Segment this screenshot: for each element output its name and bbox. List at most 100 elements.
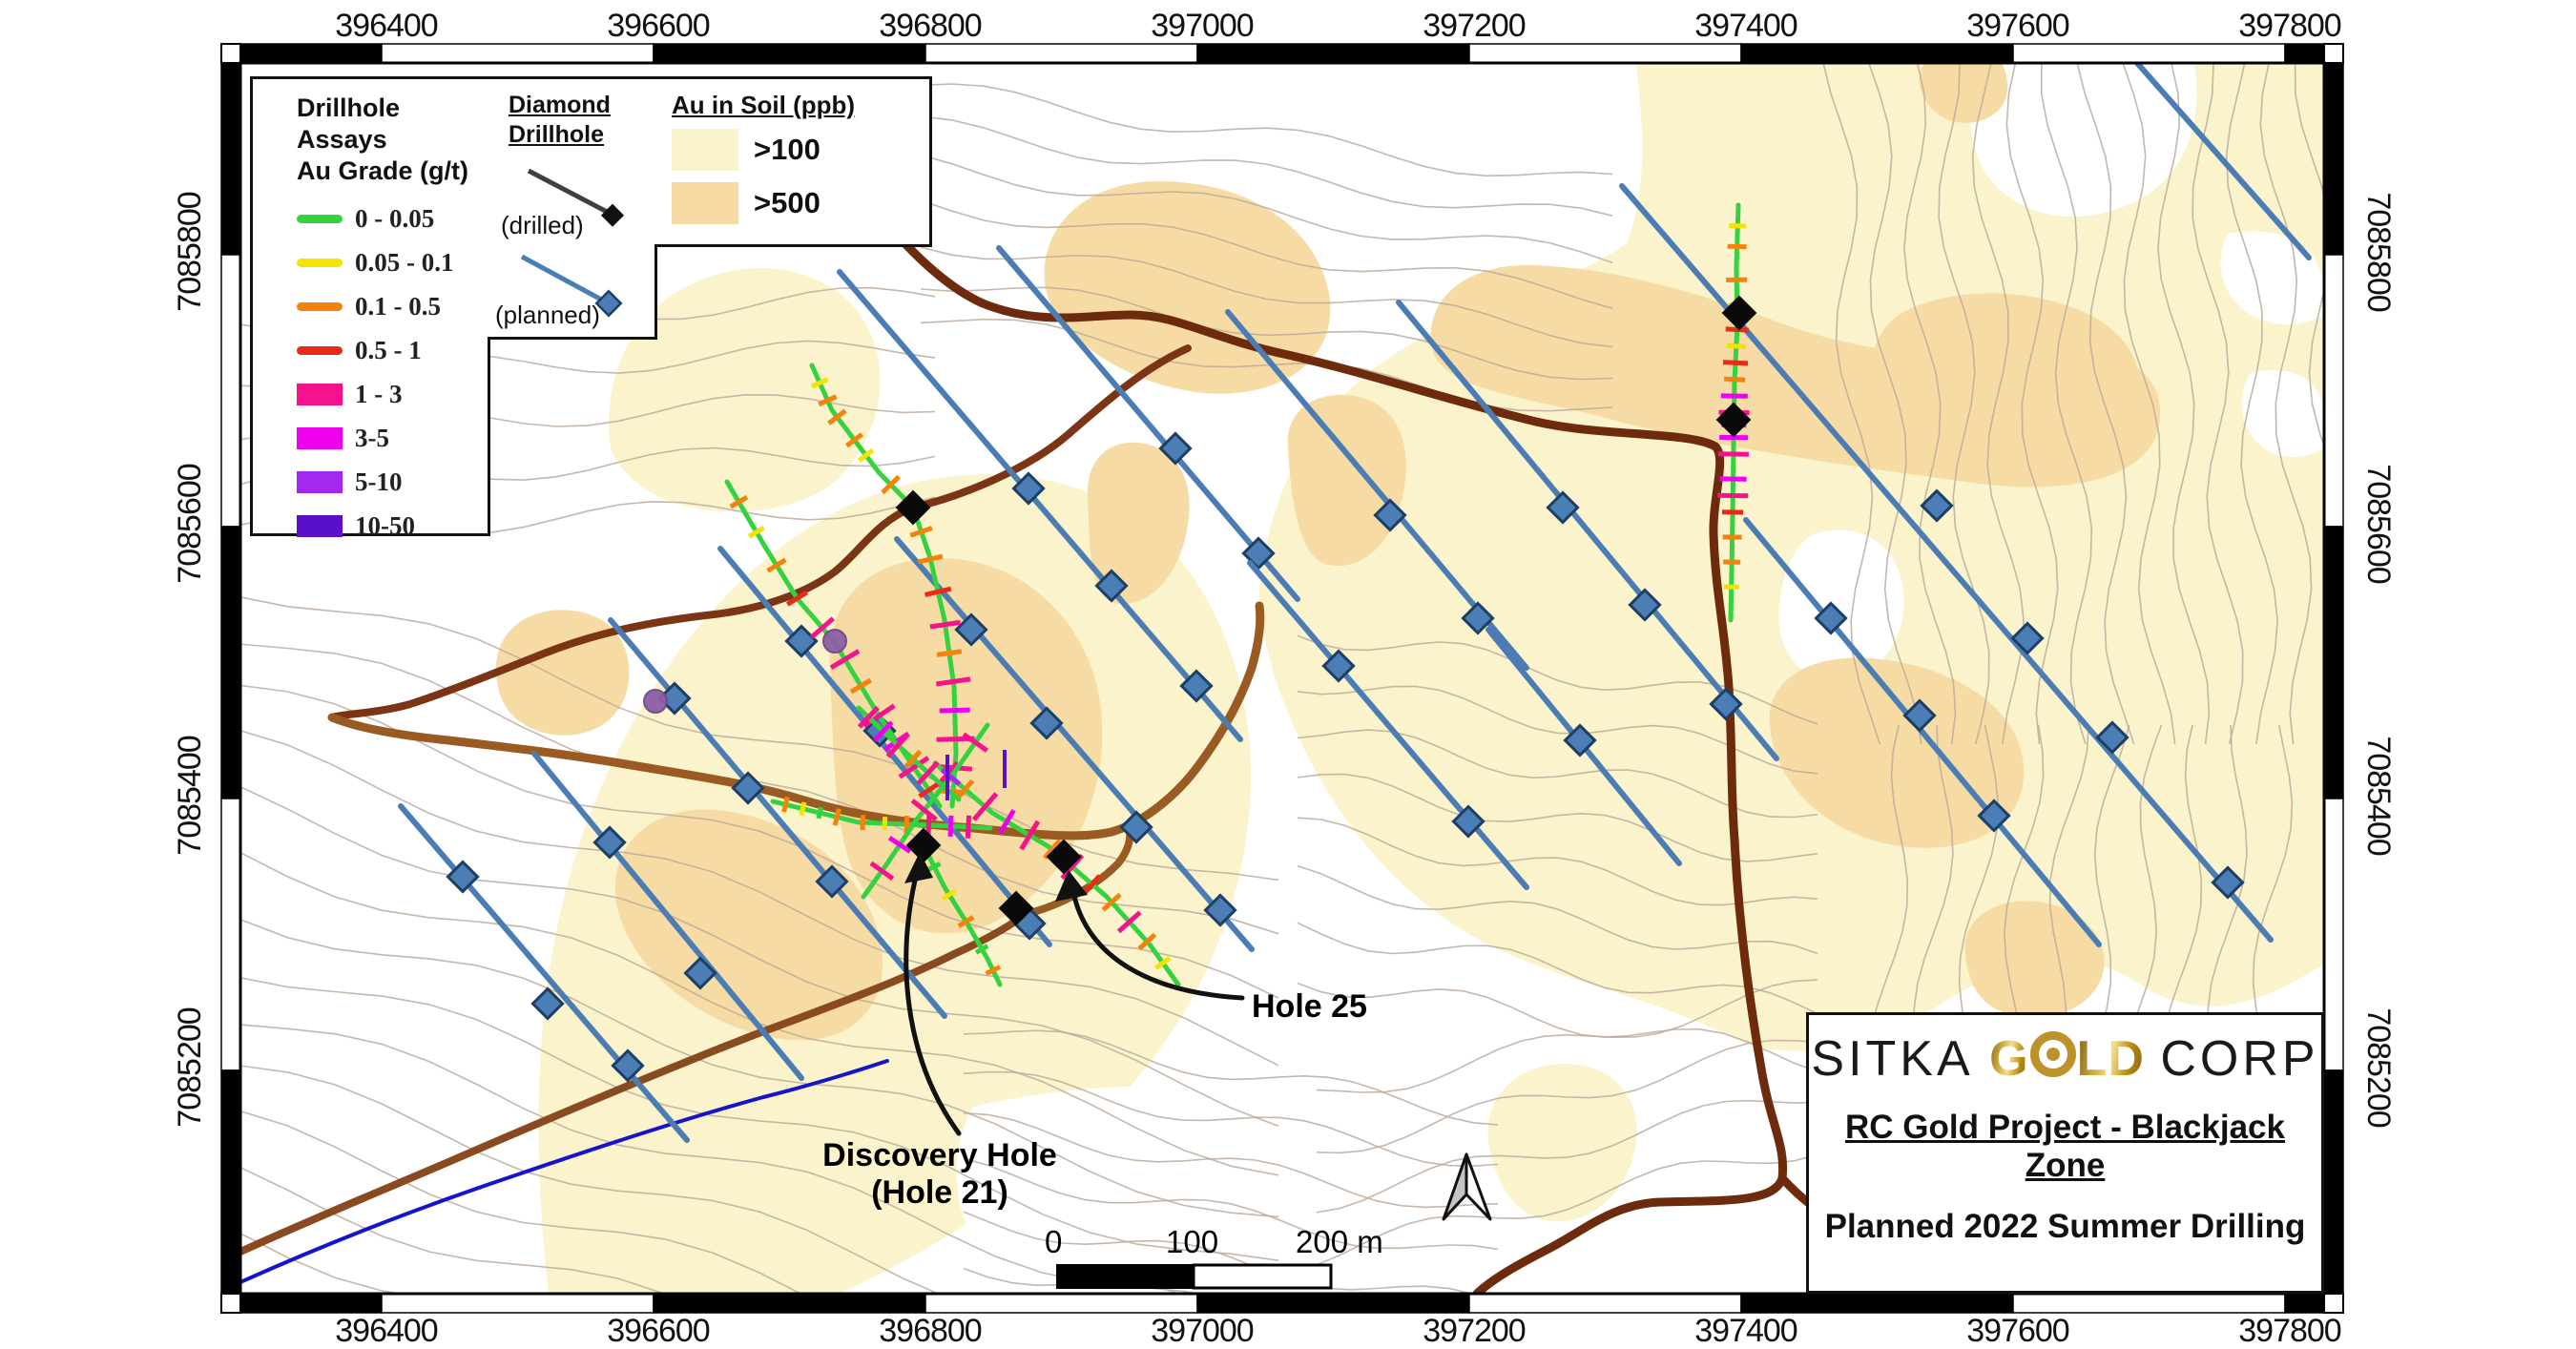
planned-collar-diamond xyxy=(731,771,765,805)
border-top-segment xyxy=(653,43,926,64)
assay-interval-tick xyxy=(926,861,942,872)
contour-line xyxy=(1903,63,1957,745)
contour-lines-layer xyxy=(240,63,2324,1294)
border-corner-square xyxy=(220,1293,241,1314)
border-corner-square xyxy=(220,43,241,64)
contour-line xyxy=(1316,1099,1818,1214)
border-corner-square xyxy=(2323,43,2344,64)
assay-interval-tick xyxy=(1727,243,1747,250)
stream xyxy=(240,1059,889,1284)
axis-tick-label-top: 396800 xyxy=(879,8,982,44)
planned-collar-diamond xyxy=(1373,498,1407,532)
planned-drillhole-line xyxy=(398,803,690,1143)
scale-bar-black-segment xyxy=(1056,1264,1195,1289)
assay-range-label: 10-50 xyxy=(355,510,415,540)
planned-collar-diamond xyxy=(1920,488,1954,523)
discovery-hole-annotation: Discovery Hole (Hole 21) xyxy=(822,1137,1057,1211)
soil-legend-rows: >100 >500 xyxy=(654,126,929,227)
contour-line xyxy=(1868,63,1922,745)
drilled-collar-diamond xyxy=(1721,295,1757,331)
assay-legend-row: 0 - 0.05 xyxy=(297,197,488,240)
brand-corp: CORP xyxy=(2160,1031,2319,1087)
contour-line xyxy=(2005,63,2059,745)
axis-tick-label-bottom: 396800 xyxy=(879,1313,982,1349)
assay-interval-tick xyxy=(904,749,923,769)
assay-interval-tick xyxy=(939,707,970,714)
assay-interval-tick xyxy=(974,944,989,955)
axis-tick-label-top: 396600 xyxy=(607,8,710,44)
border-right-segment xyxy=(2323,62,2344,256)
assay-swatch xyxy=(297,345,343,355)
border-right-segment xyxy=(2323,1069,2344,1295)
assay-interval-tick xyxy=(940,767,962,786)
planned-collar-diamond xyxy=(2010,621,2045,655)
border-top-segment xyxy=(239,43,383,64)
contour-line xyxy=(920,83,1613,177)
planned-sample-icon xyxy=(520,254,623,318)
assay-interval-tick xyxy=(936,649,963,657)
assay-interval-tick xyxy=(957,915,975,928)
drilled-collar-diamond xyxy=(895,489,931,526)
gold-coin-o-icon xyxy=(2029,1031,2076,1077)
soil-threshold-label: >500 xyxy=(754,186,821,219)
road-loop-south xyxy=(1022,824,1134,918)
planned-collar-diamond xyxy=(1628,588,1662,622)
planned-collar-diamond xyxy=(657,681,692,716)
scale-bar xyxy=(1056,1263,1333,1290)
border-left-segment xyxy=(220,254,241,528)
assay-legend-title: Drillhole Assays Au Grade (g/t) xyxy=(297,93,468,185)
assay-interval-tick xyxy=(816,806,824,820)
scale-label-200m: 200 m xyxy=(1296,1224,1383,1259)
diamond-drillhole-title: Diamond Drillhole xyxy=(509,92,611,148)
soil-legend-row: >100 xyxy=(672,126,929,174)
border-bottom-segment xyxy=(2284,1293,2325,1314)
assay-dots-layer xyxy=(643,629,847,714)
border-right-segment xyxy=(2323,526,2344,799)
legend-au-in-soil: Au in Soil (ppb) >100 >500 xyxy=(654,76,932,247)
assay-swatch xyxy=(297,258,343,267)
assay-swatch xyxy=(297,470,343,493)
planned-collar-diamond xyxy=(1977,799,2011,833)
planned-collar-diamond xyxy=(1451,804,1485,839)
planned-drillhole-line xyxy=(1247,560,1529,890)
contour-line xyxy=(1316,1153,1818,1266)
axis-tick-label-top: 397600 xyxy=(1966,8,2069,44)
soil-legend-title: Au in Soil (ppb) xyxy=(672,91,856,119)
assay-interval-tick xyxy=(873,720,894,742)
contour-line xyxy=(963,1211,1475,1294)
assay-interval-tick xyxy=(1042,839,1062,861)
assay-interval-tick xyxy=(747,526,765,539)
assay-interval-tick xyxy=(1116,910,1142,934)
north-arrow xyxy=(1442,1152,1492,1221)
axis-tick-label-bottom: 397000 xyxy=(1151,1313,1254,1349)
planned-collar-diamond xyxy=(1546,490,1580,525)
planned-drillhole-line xyxy=(1396,300,1779,761)
planned-drillhole-line xyxy=(996,245,1300,602)
assay-interval-tick xyxy=(810,377,829,389)
border-left-segment xyxy=(220,62,241,256)
assay-interval-tick xyxy=(849,677,872,695)
assay-interval-tick xyxy=(1101,892,1122,912)
assay-interval-tick xyxy=(829,649,861,671)
contour-line xyxy=(240,1065,941,1294)
assay-swatch xyxy=(297,514,343,537)
assay-interval-tick xyxy=(962,732,988,753)
assay-interval-tick xyxy=(827,408,847,425)
contour-line xyxy=(240,1110,802,1294)
border-bottom-segment xyxy=(1740,1293,2014,1314)
contour-line xyxy=(963,1070,1499,1167)
planned-collar-diamond xyxy=(611,1048,645,1083)
border-top-segment xyxy=(1196,43,1470,64)
assay-interval-tick xyxy=(885,732,910,758)
planned-collar-diamond xyxy=(1709,687,1743,721)
assay-interval-tick xyxy=(766,557,787,573)
contour-line xyxy=(240,643,1279,935)
brand-gold-g: G xyxy=(1989,1031,2029,1087)
assay-swatch xyxy=(297,301,343,311)
contour-line xyxy=(240,596,1279,882)
planned-collar-diamond xyxy=(1461,601,1495,635)
assay-range-label: 0 - 0.05 xyxy=(355,203,435,233)
planned-collar-diamond xyxy=(954,612,988,647)
project-title: RC Gold Project - Blackjack Zone xyxy=(1845,1109,2285,1184)
